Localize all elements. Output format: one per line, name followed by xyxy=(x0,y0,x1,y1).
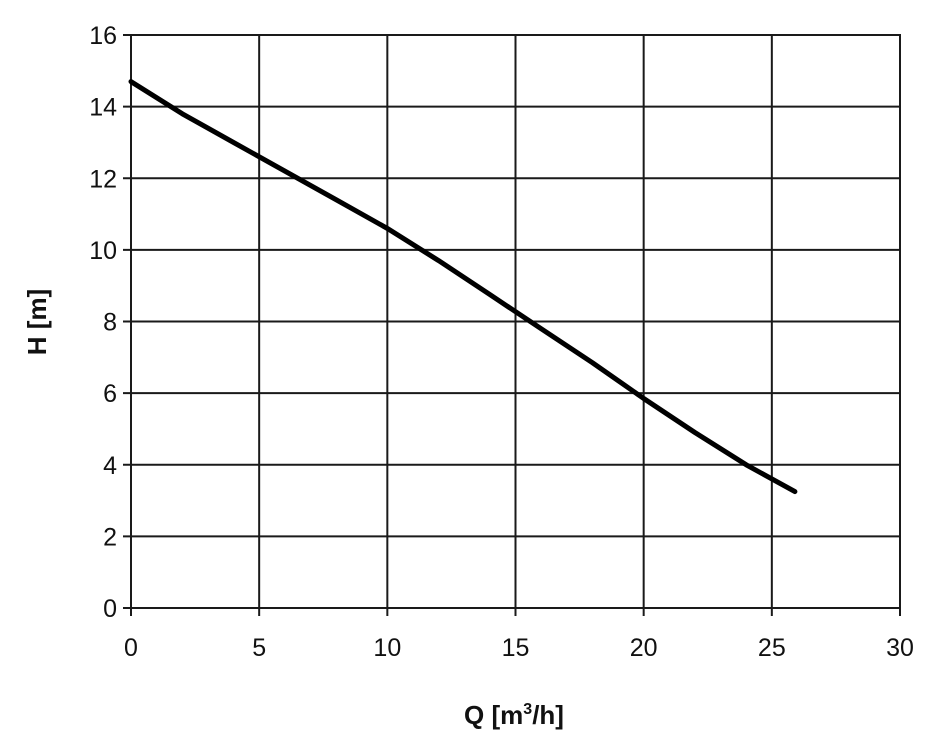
x-axis-label-superscript: 3 xyxy=(523,701,532,718)
x-tick-label: 20 xyxy=(630,634,658,662)
grid-layer xyxy=(130,34,901,609)
y-tick-label: 12 xyxy=(89,165,117,193)
y-tick-label: 2 xyxy=(103,523,117,551)
label-layer: H [m] Q [m3/h] xyxy=(22,289,564,730)
y-tick-label: 0 xyxy=(103,595,117,623)
y-axis-label: H [m] xyxy=(22,289,52,355)
x-axis-label-main: Q [m xyxy=(464,700,523,730)
x-axis-label: Q [m3/h] xyxy=(464,700,564,730)
y-tick-label: 8 xyxy=(103,309,117,337)
y-tick-label: 14 xyxy=(89,94,117,122)
x-tick-label: 30 xyxy=(886,634,914,662)
series-layer xyxy=(128,79,798,495)
x-tick-label: 15 xyxy=(502,634,530,662)
series-line-0 xyxy=(128,79,798,495)
x-tick-label: 5 xyxy=(252,634,266,662)
x-tick-label: 10 xyxy=(373,634,401,662)
y-tick-label: 16 xyxy=(89,22,117,50)
x-tick-label: 0 xyxy=(124,634,138,662)
y-tick-label: 10 xyxy=(89,237,117,265)
y-tick-label: 6 xyxy=(103,380,117,408)
x-axis-label-suffix: /h] xyxy=(532,700,564,730)
y-tick-label: 4 xyxy=(103,452,117,480)
tick-layer: 0 5 10 15 20 25 30 0 2 4 6 8 10 12 14 16 xyxy=(89,22,914,662)
x-tick-label: 25 xyxy=(758,634,786,662)
